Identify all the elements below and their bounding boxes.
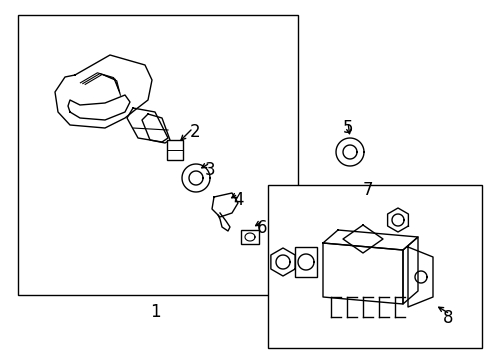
Text: 8: 8 bbox=[442, 309, 452, 327]
Bar bbox=[18, 15, 297, 295]
Text: 3: 3 bbox=[204, 161, 215, 179]
Bar bbox=[241, 230, 259, 244]
Bar bbox=[267, 185, 481, 348]
Bar bbox=[294, 247, 316, 277]
Text: 4: 4 bbox=[232, 191, 243, 209]
Text: 5: 5 bbox=[342, 119, 352, 137]
Text: 1: 1 bbox=[149, 303, 160, 321]
Text: 2: 2 bbox=[189, 123, 200, 141]
Text: 6: 6 bbox=[256, 219, 267, 237]
Text: 7: 7 bbox=[362, 181, 372, 199]
Bar bbox=[167, 140, 183, 160]
